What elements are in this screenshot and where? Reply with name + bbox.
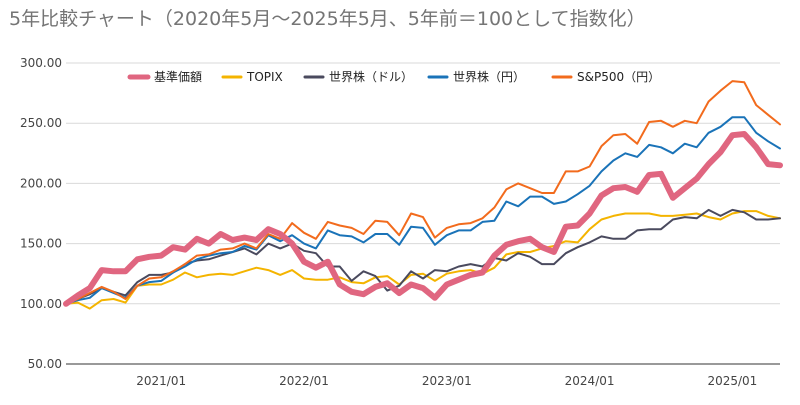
x-tick-label: 2025/01	[707, 374, 757, 388]
y-tick-label: 100.00	[20, 297, 62, 311]
y-tick-label: 250.00	[20, 116, 62, 130]
x-axis-ticks: 2021/01 2022/01 2023/01 2024/01 2025/01	[136, 374, 757, 388]
series-lines	[63, 80, 783, 310]
series-line-1	[65, 210, 781, 310]
x-tick-label: 2021/01	[136, 374, 186, 388]
legend-label: 基準価額	[154, 69, 202, 84]
y-tick-label: 50.00	[28, 357, 62, 371]
chart-title: 5年比較チャート（2020年5月〜2025年5月、5年前＝100として指数化）	[9, 8, 646, 30]
series-line-3	[65, 116, 781, 305]
series-line-4	[65, 80, 781, 305]
legend: 基準価額 TOPIX 世界株（ドル） 世界株（円） S&P500（円）	[127, 69, 660, 84]
legend-label: S&P500（円）	[577, 70, 660, 84]
x-tick-label: 2024/01	[565, 374, 615, 388]
legend-label: TOPIX	[246, 70, 283, 84]
y-axis-ticks: 50.00 100.00 150.00 200.00 250.00 300.00	[20, 56, 62, 371]
y-tick-label: 150.00	[20, 237, 62, 251]
legend-label: 世界株（ドル）	[329, 69, 413, 84]
x-tick-label: 2023/01	[422, 374, 472, 388]
grid-lines	[66, 62, 780, 365]
series-line-0	[63, 131, 783, 307]
x-tick-label: 2022/01	[279, 374, 329, 388]
y-tick-label: 300.00	[20, 56, 62, 70]
y-tick-label: 200.00	[20, 176, 62, 190]
legend-label: 世界株（円）	[453, 69, 525, 84]
